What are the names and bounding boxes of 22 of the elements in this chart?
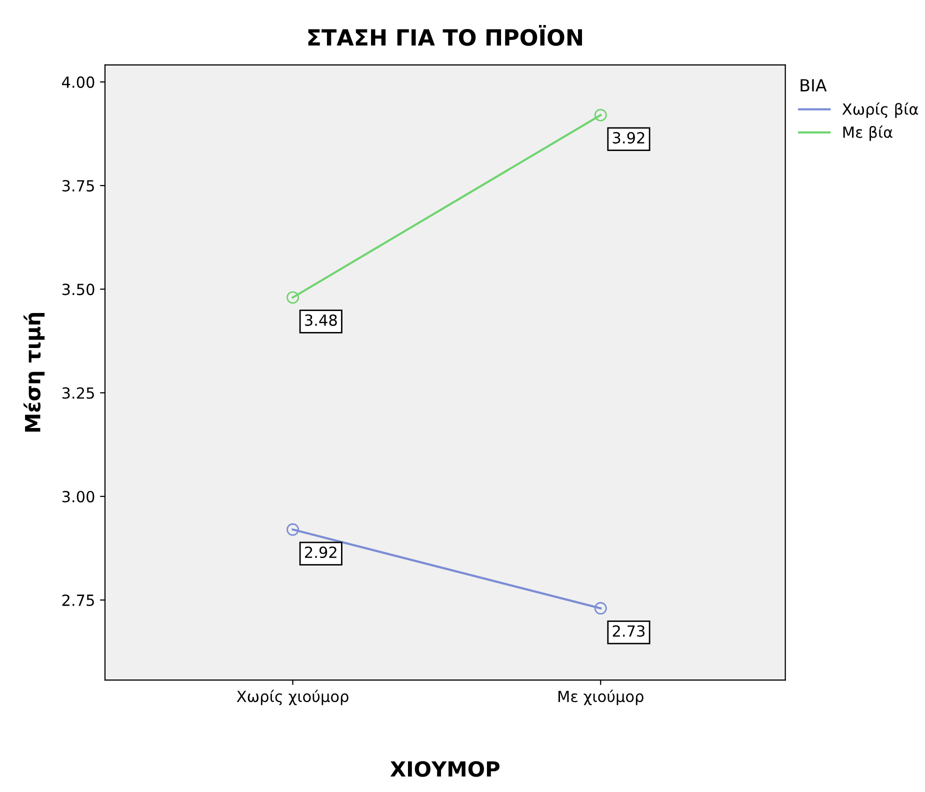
point [286,523,300,536]
x-tick-label: Με χιούμορ [558,690,644,706]
data-label: 2.73 [612,625,645,637]
y-tick-label: 3.50 [62,284,94,296]
data-label: 2.92 [305,546,336,558]
y-tick-label: 4.00 [62,76,94,88]
data-label: 3.48 [305,314,337,326]
x-tick-label: Χωρίς χιούμορ [236,690,348,706]
chart-title: ΣΤΑΣΗ ΓΙΑ ΤΟ ΠΡΟΪΟΝ [308,24,582,46]
y-tick-label: 3.75 [62,180,94,192]
y-axis-title: Μέση τιμή [24,313,45,432]
legend-label: Χωρίς βία [842,102,918,118]
point [594,108,607,122]
y-tick-label: 3.25 [62,387,94,399]
x-axis-title: ΧΙΟΥΜΟΡ [390,761,500,777]
legend-label: Με βία [843,126,892,141]
y-tick-label: 3.00 [62,490,94,502]
data-label: 3.92 [612,132,644,144]
point [286,291,300,304]
y-tick-label: 2.75 [62,594,94,606]
legend-title: ΒΙΑ [800,79,827,92]
point [594,602,607,615]
